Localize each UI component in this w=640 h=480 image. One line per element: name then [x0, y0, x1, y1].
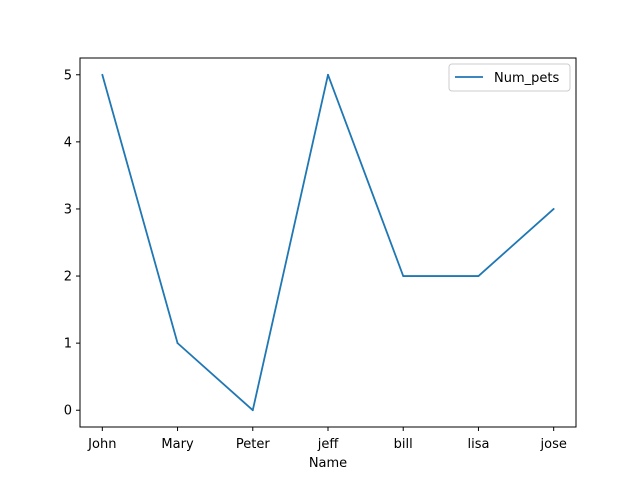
series-layer	[101, 73, 555, 412]
x-tick-label: jose	[540, 437, 567, 452]
data-point	[477, 275, 480, 277]
y-tick-label: 4	[64, 135, 72, 150]
legend-label-num-pets: Num_pets	[494, 71, 559, 86]
y-axis: 0 1 2 3 4 5	[64, 68, 80, 419]
x-axis-label: Name	[309, 456, 347, 471]
x-axis: John Mary Peter jeff bill lisa jose	[87, 427, 567, 452]
y-tick-label: 3	[64, 202, 72, 217]
x-tick-label: John	[87, 437, 116, 452]
plot-area	[80, 58, 576, 427]
x-tick-label: lisa	[467, 437, 489, 452]
x-tick-label: jeff	[317, 437, 340, 452]
data-point	[101, 73, 104, 76]
legend: Num_pets	[448, 63, 571, 92]
data-point	[327, 73, 329, 76]
y-tick-label: 1	[64, 337, 72, 352]
data-point	[552, 208, 555, 210]
y-tick-label: 5	[64, 68, 72, 83]
x-tick-label: Peter	[236, 437, 270, 452]
y-tick-label: 2	[64, 270, 72, 285]
data-point	[176, 342, 179, 345]
data-point	[402, 275, 405, 277]
plot-frame	[79, 57, 577, 428]
data-point	[251, 409, 254, 412]
legend-box	[448, 63, 571, 92]
y-tick-label: 0	[64, 404, 72, 419]
x-tick-label: Mary	[161, 437, 194, 452]
x-tick-label: bill	[394, 437, 413, 452]
